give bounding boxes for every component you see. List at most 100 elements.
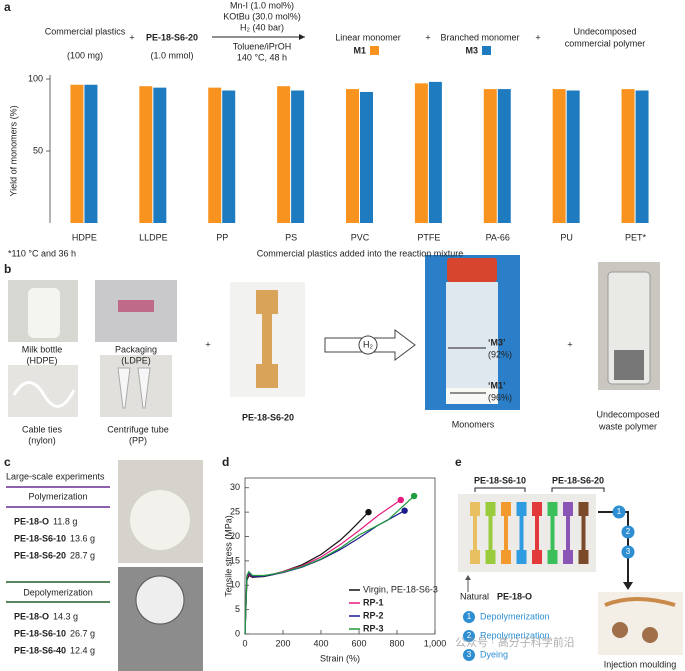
condition: Mn-I (1.0 mol%)	[230, 0, 294, 10]
c-heading: Polymerization	[28, 491, 87, 501]
step-number: 1	[467, 612, 472, 621]
vial-cap	[447, 258, 497, 282]
m3-yield: (92%)	[488, 349, 512, 359]
legend-swatch	[482, 46, 491, 55]
row-name: PE-18-S6-40	[14, 645, 66, 655]
group-label: PE-18-S6-20	[552, 475, 604, 485]
x-tick-label: PP	[216, 232, 228, 242]
x-tick-label: PET*	[625, 232, 647, 242]
waste	[614, 350, 644, 380]
waste-label: waste polymer	[598, 421, 657, 431]
step-label: Dyeing	[480, 649, 508, 659]
y-tick-label: 25	[230, 507, 240, 517]
bar	[277, 86, 291, 223]
step-number: 2	[626, 527, 631, 536]
bar	[483, 89, 497, 223]
row-amount: 28.7 g	[70, 550, 95, 560]
result-label: Injection moulding	[604, 659, 677, 669]
row-amount: 11.8 g	[53, 516, 77, 526]
step-circle	[463, 630, 475, 642]
plus: +	[205, 339, 210, 349]
m1-label: ‘M1’	[488, 380, 506, 390]
x-tick-label: 800	[389, 638, 404, 648]
moulded-part	[604, 597, 676, 607]
dogbone-strip	[485, 502, 496, 564]
step-circle	[621, 525, 635, 539]
product: Branched monomer	[440, 32, 519, 42]
y-axis-label: Tensile stress (MPa)	[223, 515, 233, 597]
waste-label: Undecomposed	[596, 409, 659, 419]
dogbone-strip	[516, 502, 527, 564]
dogbone-strip	[501, 502, 511, 564]
x-tick-label: LLDPE	[139, 232, 168, 242]
x-axis-label: Commercial plastics added into the react…	[257, 248, 464, 258]
step-circle	[621, 545, 635, 559]
panel-label: c	[4, 455, 11, 469]
bar	[414, 83, 428, 223]
panel-label: e	[455, 455, 462, 469]
item-label: Cable ties	[22, 424, 63, 434]
bar	[552, 89, 566, 223]
break-point	[401, 507, 408, 514]
condition: 140 °C, 48 h	[237, 52, 287, 62]
arrow-head	[299, 34, 305, 40]
x-tick-label: PTFE	[417, 232, 440, 242]
row-name: PE-18-S6-20	[14, 550, 66, 560]
x-tick-label: 200	[275, 638, 290, 648]
moulded-part	[642, 627, 658, 643]
step-circle	[612, 505, 626, 519]
row-amount: 12.4 g	[70, 645, 95, 655]
y-tick-label: 30	[230, 482, 240, 492]
panel-label: b	[4, 262, 11, 276]
panel-label: d	[222, 455, 229, 469]
step-circle	[463, 649, 475, 661]
bottle	[28, 288, 60, 338]
x-tick-label: PU	[560, 232, 573, 242]
moulded-part	[612, 622, 628, 638]
plus: +	[129, 32, 134, 42]
x-tick-label: PVC	[351, 232, 370, 242]
bar	[635, 90, 649, 224]
item-label: Packaging	[115, 344, 157, 354]
dogbone-strip	[563, 502, 573, 564]
plus: +	[567, 339, 572, 349]
bar	[84, 84, 98, 223]
product: Linear monomer	[335, 32, 401, 42]
photo-centrifuge	[100, 355, 172, 417]
legend-label: RP-3	[363, 623, 384, 633]
y-tick-label: 0	[235, 628, 240, 638]
arrow-head	[623, 582, 633, 590]
x-tick-label: HDPE	[72, 232, 97, 242]
bar	[346, 89, 359, 223]
c-heading: Depolymerization	[23, 587, 93, 597]
row-amount: 13.6 g	[70, 533, 95, 543]
plus: +	[535, 32, 540, 42]
legend-swatch	[370, 46, 379, 55]
item-label: (nylon)	[28, 435, 56, 445]
bar	[497, 89, 511, 223]
h2-circle	[358, 335, 378, 355]
bar	[70, 84, 84, 223]
step-circle	[463, 611, 475, 623]
product: Undecomposed	[573, 26, 636, 36]
bar	[621, 89, 635, 223]
dogbone	[256, 290, 278, 388]
dogbone-strip	[470, 502, 480, 564]
product: commercial polymer	[565, 38, 646, 48]
natural-label: Natural	[460, 591, 489, 601]
bar	[222, 90, 236, 224]
step-number: 2	[467, 631, 472, 640]
bar	[428, 81, 442, 223]
reactant: PE-18-S6-20	[146, 32, 198, 42]
y-axis-label: Yield of monomers (%)	[8, 105, 18, 196]
y-tick-label: 50	[33, 145, 43, 155]
plot-frame	[244, 477, 436, 635]
step-number: 1	[617, 507, 622, 516]
y-tick-label: 10	[230, 580, 240, 590]
m1-yield: (96%)	[488, 392, 512, 402]
row-amount: 14.3 g	[53, 611, 78, 621]
packaging-label	[118, 300, 154, 312]
bar	[139, 86, 153, 223]
legend-label: M1	[353, 45, 366, 55]
